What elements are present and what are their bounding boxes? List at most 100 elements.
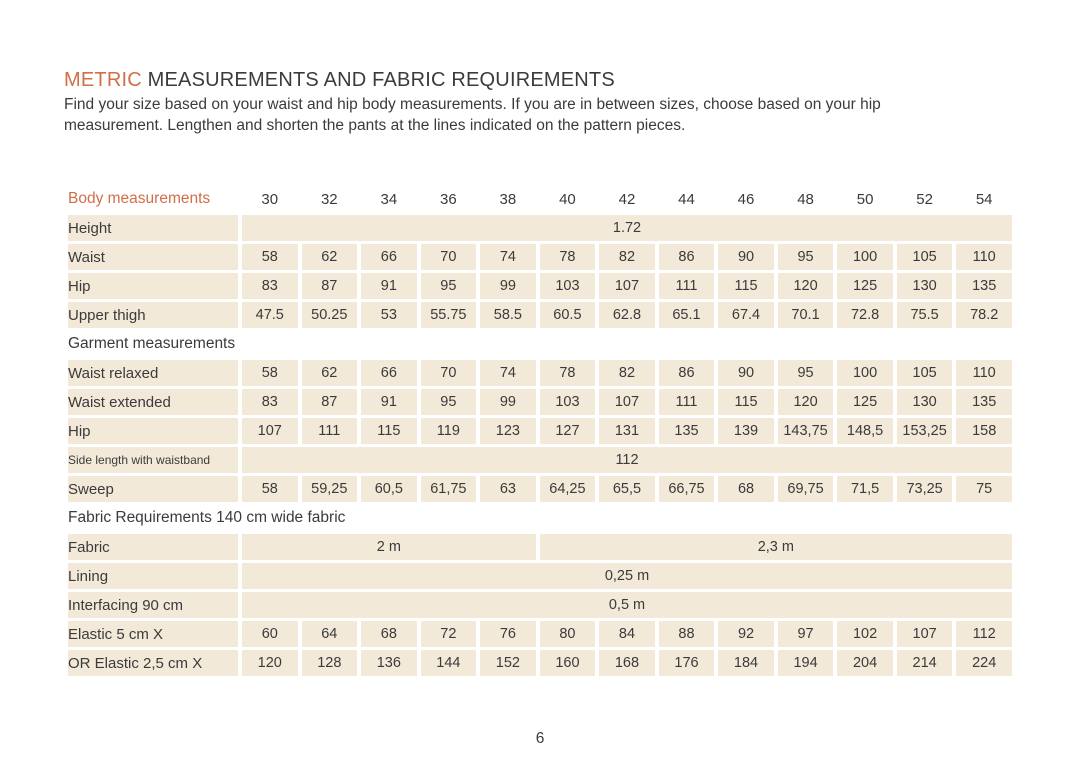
- size-header: 40: [559, 190, 576, 208]
- row-label: Waist extended: [68, 389, 238, 415]
- value-cell: 73,25: [896, 476, 953, 502]
- value-cell: 95: [777, 360, 834, 386]
- value-cell: 103: [539, 273, 596, 299]
- value-cell: 125: [837, 273, 893, 299]
- size-header: 38: [499, 190, 517, 208]
- value-cell: 130: [896, 389, 953, 415]
- row-label: Waist: [68, 244, 238, 270]
- value-cell: 144: [420, 650, 477, 676]
- value-cell: 78.2: [956, 302, 1012, 328]
- value-cell: 158: [956, 418, 1012, 444]
- value-cell: 69,75: [777, 476, 834, 502]
- value-cell: 92: [718, 621, 774, 647]
- table-header-row: Body measurements 30 32 34 36 38 40 42 44 46 48 50 5…: [68, 186, 1012, 212]
- size-header: 52: [916, 190, 933, 208]
- value-cell: 135: [658, 418, 715, 444]
- value-cell: 97: [777, 621, 834, 647]
- size-header: 50: [856, 190, 874, 208]
- row-label: OR Elastic 2,5 cm X: [68, 650, 238, 676]
- table-row: Garment measurements: [68, 331, 1012, 357]
- value-cell: 67.4: [718, 302, 774, 328]
- title-main: MEASUREMENTS AND FABRIC REQUIREMENTS: [141, 69, 615, 91]
- value-cell: 84: [599, 621, 655, 647]
- value-cell: 95: [420, 273, 477, 299]
- table-row: Waist extended 83 87 91 95 99 103 107 111 115 120 1…: [68, 389, 1012, 415]
- value-cell: 86: [658, 244, 715, 270]
- value-cell: 119: [420, 418, 477, 444]
- value-cell: 70: [420, 244, 477, 270]
- row-label: Fabric: [68, 534, 238, 560]
- value-cell: 72: [420, 621, 477, 647]
- table-row: Hip 107 111 115 119 123 127 131 135 139 143,75 148,…: [68, 418, 1012, 444]
- intro-line-2: measurement. Lengthen and shorten the pa…: [64, 117, 686, 134]
- value-cell: 60,5: [361, 476, 417, 502]
- value-cell: 58.5: [480, 302, 536, 328]
- size-header: 34: [380, 190, 398, 208]
- size-header: 30: [261, 190, 279, 208]
- value-cell: 66: [361, 360, 417, 386]
- value-cell: 160: [539, 650, 596, 676]
- value-cell: 184: [718, 650, 774, 676]
- value-cell: 58: [242, 476, 298, 502]
- value-cell: 83: [242, 273, 298, 299]
- value-cell: 99: [480, 273, 536, 299]
- size-header: 42: [618, 190, 636, 208]
- value-cell: 66: [361, 244, 417, 270]
- section-header: Garment measurements: [68, 331, 1012, 357]
- value-cell: 100: [837, 360, 893, 386]
- value-cell: 111: [658, 389, 715, 415]
- value-cell: 102: [837, 621, 893, 647]
- value-cell: 125: [837, 389, 893, 415]
- value-cell: 103: [539, 389, 596, 415]
- row-label: Side length with waistband: [68, 447, 238, 473]
- section-header: Fabric Requirements 140 cm wide fabric: [68, 505, 1012, 531]
- value-cell: 82: [599, 360, 655, 386]
- table-row: Interfacing 90 cm 0,5 m: [68, 592, 1012, 618]
- table-row: Waist relaxed 58 62 66 70 74 78 82 86 90 95 100 105 1…: [68, 360, 1012, 386]
- page-title: METRIC MEASUREMENTS AND FABRIC REQUIREME…: [64, 69, 615, 92]
- value-cell: 53: [361, 302, 417, 328]
- value-cell: 88: [658, 621, 715, 647]
- row-label: Sweep: [68, 476, 238, 502]
- table-row: Height 1.72: [68, 215, 1012, 241]
- value-cell: 95: [777, 244, 834, 270]
- value-cell: 47.5: [242, 302, 298, 328]
- value-cell: 65,5: [599, 476, 655, 502]
- value-cell: 152: [480, 650, 536, 676]
- value-cell: 76: [480, 621, 536, 647]
- value-cell: 115: [361, 418, 417, 444]
- value-cell: 107: [599, 273, 655, 299]
- value-cell: 176: [658, 650, 715, 676]
- row-label: Hip: [68, 273, 238, 299]
- value-cell: 120: [777, 273, 834, 299]
- value-cell: 153,25: [896, 418, 953, 444]
- value-cell: 99: [480, 389, 536, 415]
- value-cell: 68: [718, 476, 774, 502]
- value-cell: 120: [777, 389, 834, 415]
- value-cell: 115: [718, 389, 774, 415]
- row-label: Waist relaxed: [68, 360, 238, 386]
- value-cell: 59,25: [301, 476, 358, 502]
- value-cell: 70.1: [777, 302, 834, 328]
- value-cell: 65.1: [658, 302, 715, 328]
- table-row: Sweep 58 59,25 60,5 61,75 63 64,25 65,5 66,75 68 6…: [68, 476, 1012, 502]
- size-header: 48: [797, 190, 814, 208]
- value-cell: 204: [837, 650, 893, 676]
- table-row: OR Elastic 2,5 cm X 120 128 136 144 152 160 168…: [68, 650, 1012, 676]
- value-cell: 60.5: [539, 302, 596, 328]
- value-cell: 224: [956, 650, 1012, 676]
- value-cell: 68: [361, 621, 417, 647]
- row-label: Lining: [68, 563, 238, 589]
- value-cell: 83: [242, 389, 298, 415]
- table-row: Upper thigh 47.5 50.25 53 55.75 58.5 60.5 62.8 6…: [68, 302, 1012, 328]
- table-row: Hip 83 87 91 95 99 103 107 111 115 120 125 130 135: [68, 273, 1012, 299]
- value-cell: 136: [361, 650, 417, 676]
- table-row: Lining 0,25 m: [68, 563, 1012, 589]
- value-cell: 100: [837, 244, 893, 270]
- value-cell: 91: [361, 389, 417, 415]
- table-row: Side length with waistband 112: [68, 447, 1012, 473]
- value-cell: 107: [896, 621, 953, 647]
- merged-value-cell: 1.72: [242, 215, 1012, 241]
- value-cell: 107: [599, 389, 655, 415]
